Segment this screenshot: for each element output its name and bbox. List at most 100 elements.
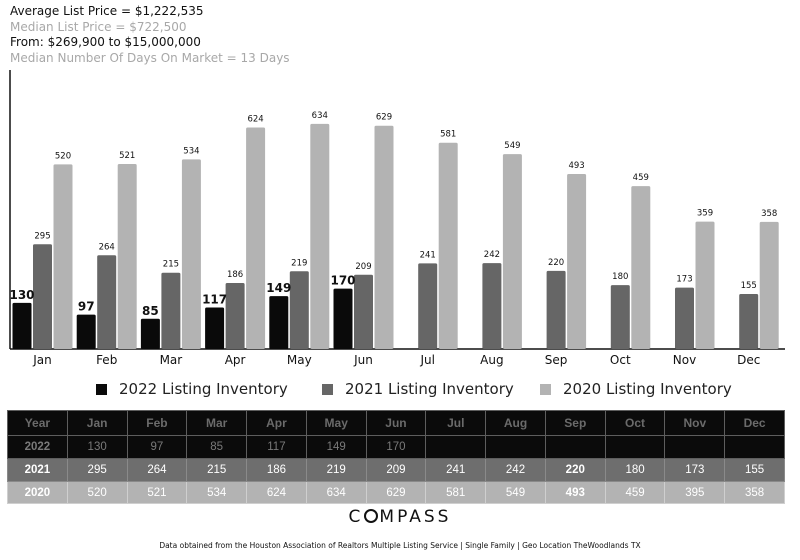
data-label-2020-jul: 581 — [440, 130, 456, 140]
data-label-2020-may: 634 — [312, 111, 328, 121]
table-cell — [604, 435, 666, 459]
table-header-cell-jan: Jan — [66, 410, 128, 436]
table-header-cell-mar: Mar — [186, 410, 248, 436]
bar-2020-sep — [567, 174, 587, 349]
legend-swatch-2021 — [322, 383, 333, 395]
data-label-2020-feb: 521 — [119, 151, 135, 161]
table-cell: 209 — [365, 458, 427, 482]
data-label-2021-apr: 186 — [227, 270, 243, 280]
data-label-2021-dec: 155 — [741, 281, 757, 291]
bar-2021-jan — [33, 244, 52, 349]
table-cell: 264 — [126, 458, 188, 482]
month-labels-group: Jan Feb Mar Apr May Jun Jul Aug Sep Oct Nov Dec — [32, 353, 760, 367]
median-days-on-market: Median Number Of Days On Market = 13 Day… — [10, 50, 290, 65]
table-cell: 358 — [724, 481, 785, 504]
bar-2022-apr — [205, 307, 225, 349]
summary-stats: Average List Price = $1,222,535 Median L… — [10, 4, 290, 66]
table-header-cell-jun: Jun — [365, 410, 427, 436]
bar-2021-feb — [97, 255, 117, 349]
bar-2020-apr — [246, 127, 266, 349]
logo-o-circle — [364, 509, 379, 523]
table-cell — [664, 435, 726, 459]
x-tick-label-oct: Oct — [610, 353, 631, 367]
bar-2021-oct — [610, 285, 630, 349]
x-tick-label-sep: Sep — [545, 353, 568, 367]
table-cell: 220 — [544, 458, 606, 482]
bar-2021-jun — [354, 274, 373, 349]
data-label-2020-nov: 359 — [697, 209, 713, 219]
bar-2021-sep — [546, 270, 566, 349]
chart-legend: 2022 Listing Inventory 2021 Listing Inve… — [0, 380, 800, 402]
bar-2020-aug — [502, 154, 522, 349]
data-label-2020-apr: 624 — [247, 115, 263, 125]
legend-swatch-2022 — [96, 383, 107, 395]
table-cell — [724, 435, 785, 459]
table-header-cell-oct: Oct — [604, 410, 666, 436]
data-label-2022-mar: 85 — [142, 304, 159, 318]
legend-label-2021: 2021 Listing Inventory — [345, 380, 514, 398]
x-tick-label-nov: Nov — [673, 353, 696, 367]
x-tick-label-mar: Mar — [160, 353, 183, 367]
bar-2022-jun — [333, 288, 353, 349]
table-cell: 186 — [246, 458, 307, 482]
x-tick-label-dec: Dec — [737, 353, 760, 367]
average-list-price: Average List Price = $1,222,535 — [10, 4, 204, 18]
legend-label-2020: 2020 Listing Inventory — [563, 380, 732, 398]
table-cell: 521 — [126, 481, 188, 504]
table-header-cell-aug: Aug — [485, 410, 546, 436]
table-header-row: Year Jan Feb Mar Apr May Jun Jul Aug Sep Oct Nov Dec — [7, 410, 785, 436]
table-header-cell-may: May — [305, 410, 367, 436]
logo-text-end: MPASS — [379, 507, 452, 527]
table-cell: 155 — [724, 458, 785, 482]
x-tick-label-jun: Jun — [353, 353, 373, 367]
bar-2020-may — [310, 123, 330, 350]
table-cell: 215 — [186, 458, 248, 482]
table-year-cell: 2021 — [7, 458, 68, 482]
table-cell: 534 — [186, 481, 248, 504]
data-label-2021-jul: 241 — [420, 250, 436, 260]
data-label-2021-mar: 215 — [163, 260, 179, 270]
data-source-note: Data obtained from the Houston Associati… — [159, 541, 641, 550]
table-header-cell-apr: Apr — [246, 410, 307, 436]
price-range: From: $269,900 to $15,000,000 — [10, 35, 201, 49]
data-label-2020-mar: 534 — [183, 146, 199, 156]
x-tick-label-feb: Feb — [96, 353, 117, 367]
bar-2021-nov — [675, 287, 694, 349]
data-label-2020-dec: 358 — [761, 209, 777, 219]
data-label-2021-may: 219 — [291, 258, 307, 268]
legend-label-2022: 2022 Listing Inventory — [119, 380, 288, 398]
data-label-2021-sep: 220 — [548, 258, 564, 268]
data-label-2021-oct: 180 — [612, 272, 628, 282]
table-cell: 395 — [664, 481, 726, 504]
table-cell: 295 — [66, 458, 128, 482]
data-label-2022-feb: 97 — [78, 300, 95, 314]
bar-2020-oct — [631, 186, 651, 349]
table-cell: 173 — [664, 458, 726, 482]
bar-2021-jul — [418, 263, 438, 349]
bar-2022-mar — [140, 318, 160, 349]
legend-item-2022: 2022 Listing Inventory — [96, 380, 288, 398]
data-label-2021-jun: 209 — [355, 262, 371, 272]
table-row-2021: 2021 295 264 215 186 219 209 241 242 220 180 173 155 — [7, 458, 785, 482]
data-label-2021-jan: 295 — [34, 231, 50, 241]
data-label-2022-jun: 170 — [330, 274, 355, 288]
bar-2021-dec — [739, 294, 759, 349]
bars-group — [12, 123, 779, 350]
table-cell — [425, 435, 487, 459]
inventory-table: Year Jan Feb Mar Apr May Jun Jul Aug Sep Oct Nov Dec… — [7, 410, 785, 504]
bar-2021-may — [289, 271, 309, 349]
table-cell: 85 — [186, 435, 248, 459]
x-tick-label-jan: Jan — [32, 353, 52, 367]
table-cell: 549 — [485, 481, 546, 504]
bar-2020-jan — [53, 164, 73, 349]
table-cell: 219 — [305, 458, 367, 482]
table-header-cell-jul: Jul — [425, 410, 487, 436]
bar-2021-apr — [225, 283, 245, 349]
bar-2022-feb — [76, 314, 96, 349]
data-labels-group: 130 295 520 97 264 521 85 215 534 117 186 624 149 219… — [9, 111, 777, 318]
table-cell: 634 — [305, 481, 367, 504]
data-label-2020-sep: 493 — [568, 161, 584, 171]
table-cell — [485, 435, 546, 459]
data-label-2021-aug: 242 — [484, 250, 500, 260]
